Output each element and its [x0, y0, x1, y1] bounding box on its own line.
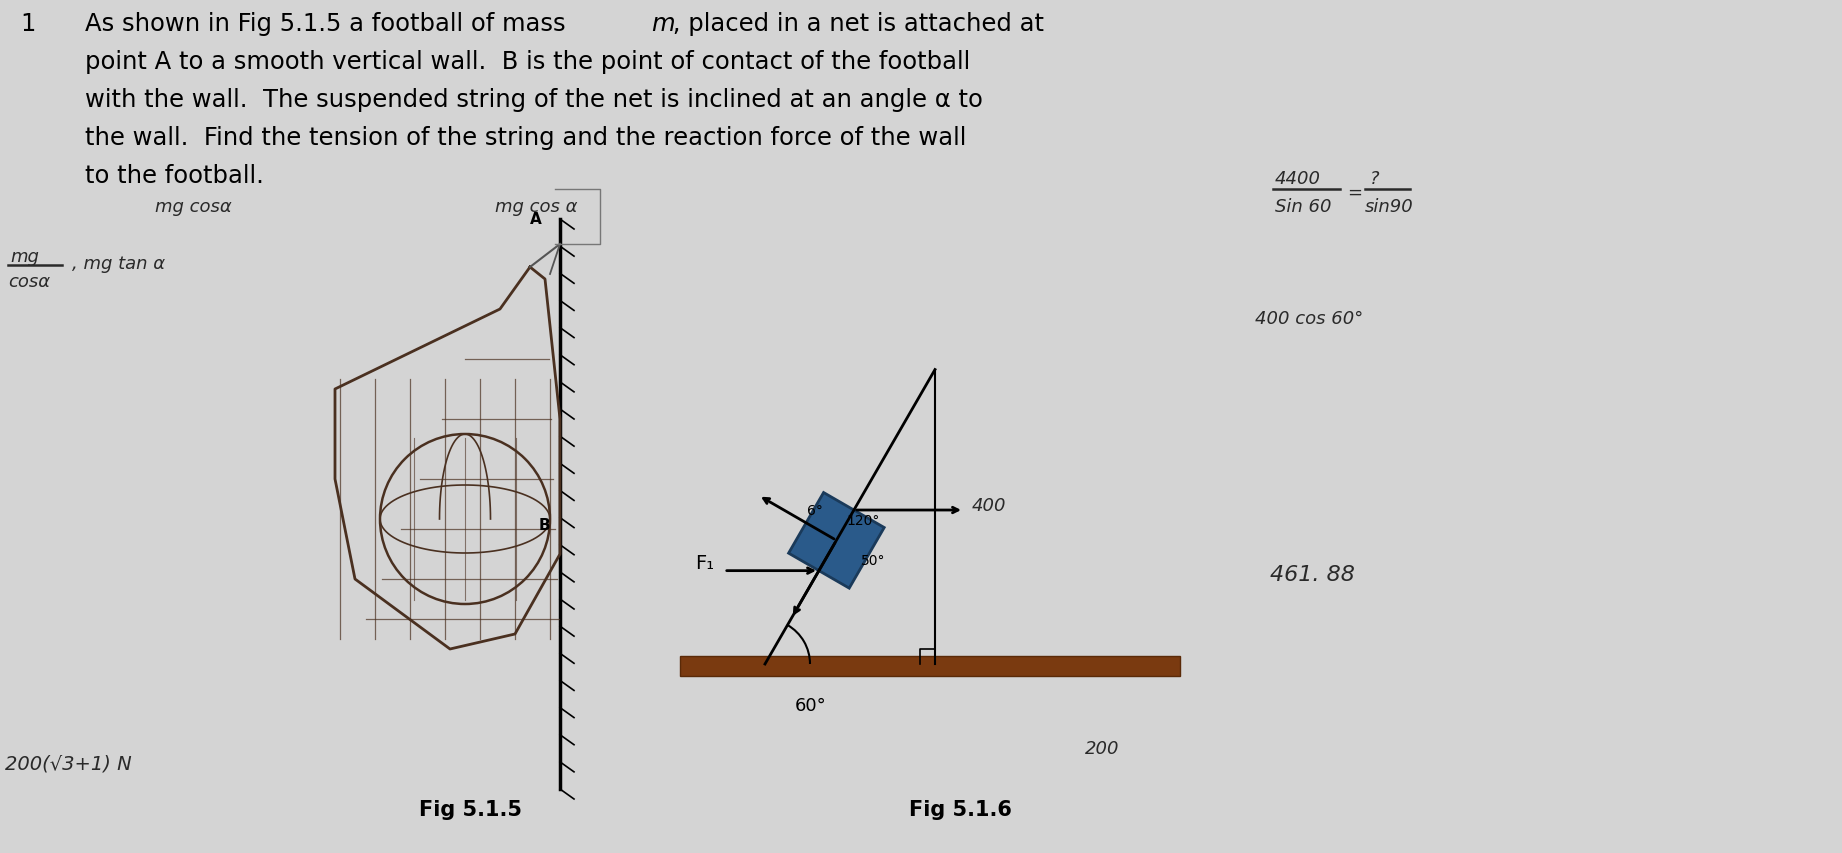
Text: 4400: 4400 [1275, 170, 1321, 188]
Text: =: = [1347, 183, 1361, 202]
Text: , placed in a net is attached at: , placed in a net is attached at [665, 12, 1044, 36]
Bar [680, 656, 1181, 676]
Polygon shape [788, 493, 884, 589]
Text: 400 cos 60°: 400 cos 60° [1254, 310, 1363, 328]
Text: 120°: 120° [847, 514, 880, 528]
Text: A: A [530, 212, 542, 227]
Text: cosα: cosα [7, 273, 50, 291]
Text: with the wall.  The suspended string of the net is inclined at an angle α to: with the wall. The suspended string of t… [85, 88, 984, 112]
Text: Fig 5.1.5: Fig 5.1.5 [418, 799, 521, 819]
Text: mg cos α: mg cos α [495, 198, 578, 216]
Text: 461. 88: 461. 88 [1269, 565, 1356, 584]
Text: Sin 60: Sin 60 [1275, 198, 1332, 216]
Text: point A to a smooth vertical wall.  B is the point of contact of the football: point A to a smooth vertical wall. B is … [85, 50, 971, 74]
Text: 200(√3+1) N: 200(√3+1) N [6, 754, 133, 773]
Text: 400: 400 [973, 496, 1006, 514]
Text: B: B [538, 517, 551, 532]
Text: As shown in Fig 5.1.5 a football of mass: As shown in Fig 5.1.5 a football of mass [85, 12, 573, 36]
Text: to the football.: to the football. [85, 164, 263, 188]
Text: Fig 5.1.6: Fig 5.1.6 [908, 799, 1011, 819]
Text: , mg tan α: , mg tan α [72, 255, 166, 273]
Text: sin90: sin90 [1365, 198, 1415, 216]
Text: 200: 200 [1085, 740, 1120, 757]
Text: F₁: F₁ [694, 554, 715, 572]
Text: 50°: 50° [862, 554, 886, 567]
Text: 6°: 6° [807, 504, 823, 518]
Text: 1: 1 [20, 12, 35, 36]
Text: ?: ? [1370, 170, 1380, 188]
Text: mg: mg [9, 247, 39, 265]
Text: m: m [650, 12, 674, 36]
Text: mg cosα: mg cosα [155, 198, 232, 216]
Text: 60°: 60° [796, 696, 827, 714]
Text: the wall.  Find the tension of the string and the reaction force of the wall: the wall. Find the tension of the string… [85, 126, 967, 150]
